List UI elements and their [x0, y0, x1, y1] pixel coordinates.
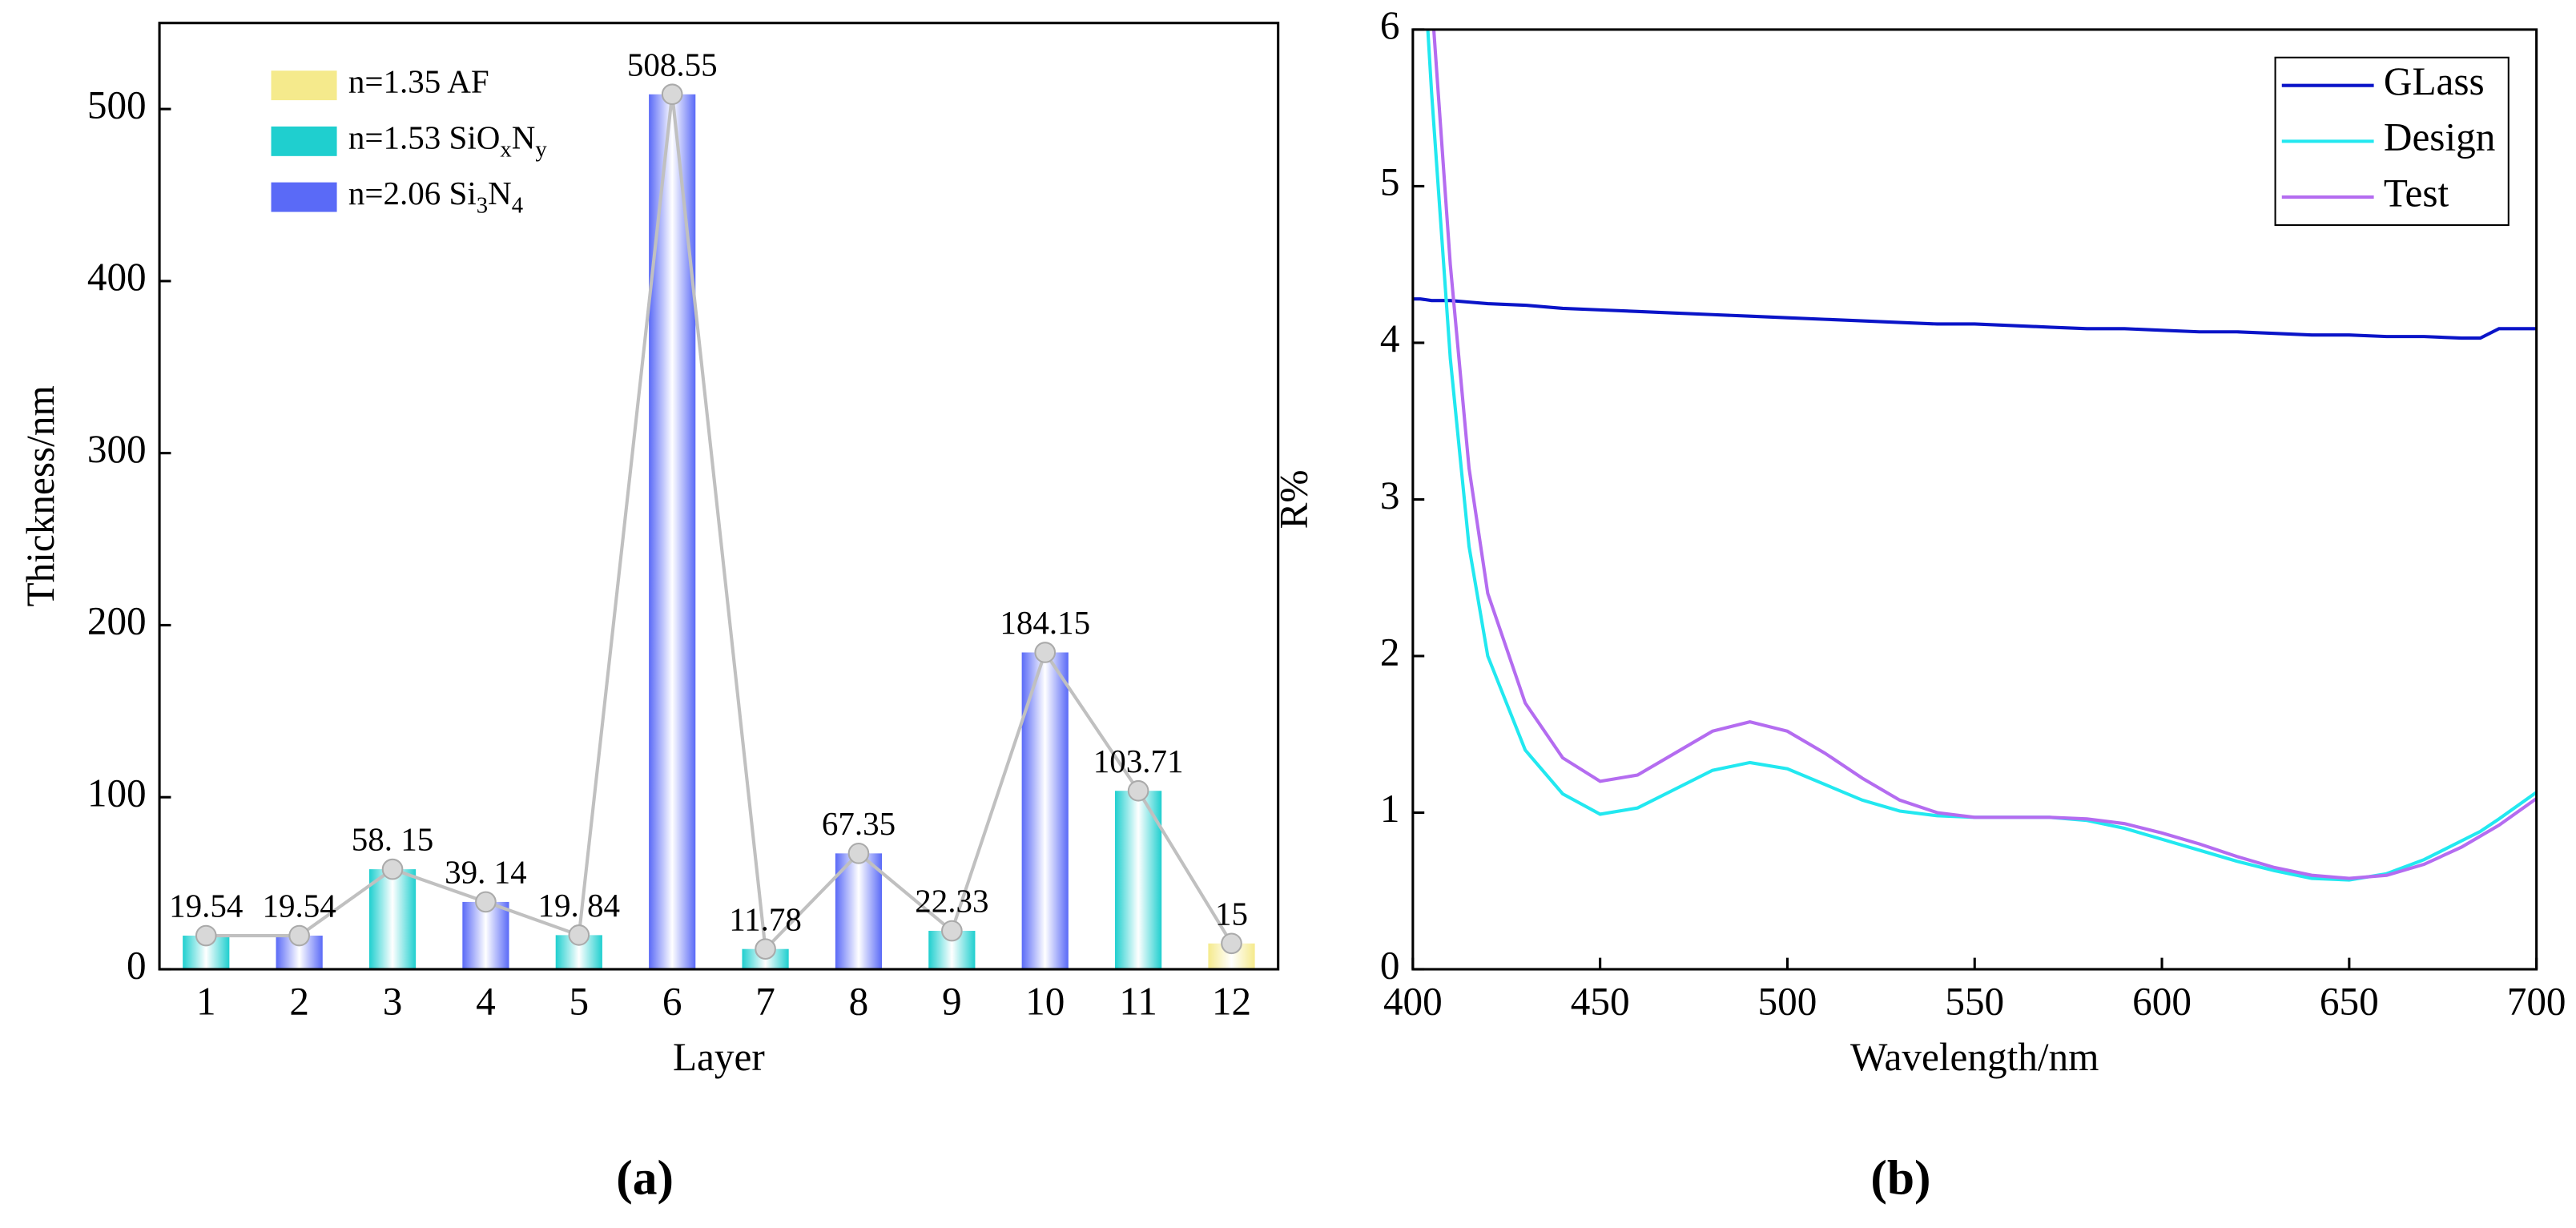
value-label: 58. 15	[352, 821, 434, 858]
bar	[835, 853, 883, 969]
y-tick-label: 2	[1380, 630, 1400, 674]
plot-frame	[158, 22, 1280, 971]
point-marker	[755, 938, 776, 960]
value-label: 67.35	[822, 805, 896, 842]
x-tick-label: 10	[1025, 979, 1065, 1023]
point-marker	[195, 924, 217, 947]
y-tick-label: 5	[1380, 160, 1400, 204]
x-axis-label: Wavelength/nm	[1850, 1035, 2099, 1079]
x-tick-label: 500	[1758, 979, 1817, 1023]
y-tick-label: 6	[1380, 3, 1400, 47]
value-label: 15	[1215, 895, 1248, 932]
data-line	[1431, 29, 2537, 880]
point-marker	[288, 924, 310, 947]
legend-swatch	[271, 182, 337, 212]
legend-text-part: n=1.35 AF	[348, 63, 489, 100]
legend-text-part: N	[512, 119, 536, 156]
y-tick-label: 3	[1380, 473, 1400, 517]
legend-text-part: 4	[512, 192, 523, 218]
point-marker	[847, 843, 870, 864]
x-tick-label: 7	[755, 979, 775, 1023]
value-label: 184.15	[1000, 604, 1090, 641]
legend-label: Test	[2384, 171, 2449, 215]
y-tick-label: 0	[127, 943, 147, 987]
x-tick-label: 450	[1571, 979, 1630, 1023]
y-tick-label: 1	[1380, 787, 1400, 831]
point-marker	[381, 858, 404, 880]
value-label: 39. 14	[445, 854, 527, 891]
bar	[1115, 791, 1162, 969]
x-tick-label: 12	[1212, 979, 1251, 1023]
value-label: 103.71	[1093, 743, 1184, 779]
x-tick-label: 600	[2132, 979, 2192, 1023]
point-marker	[1034, 642, 1057, 663]
plot-frame	[1411, 28, 2538, 971]
legend-label: GLass	[2384, 59, 2485, 103]
bar	[462, 901, 509, 969]
caption: (a)	[616, 1151, 674, 1206]
y-tick-label: 4	[1380, 316, 1400, 360]
x-tick-label: 400	[1383, 979, 1443, 1023]
point-marker	[1127, 779, 1149, 802]
legend-text-part: n=2.06 Si	[348, 175, 477, 212]
legend-text-part: N	[488, 175, 512, 212]
y-axis-label: Thickness/nm	[18, 385, 62, 606]
y-tick-label: 500	[87, 83, 147, 127]
x-tick-label: 550	[1945, 979, 2004, 1023]
x-tick-label: 8	[849, 979, 869, 1023]
legend-text-part: y	[535, 136, 547, 162]
legend-swatch	[271, 70, 337, 101]
bar	[368, 869, 417, 969]
legend-label: n=2.06 Si3N4	[348, 175, 523, 218]
point-marker	[941, 920, 963, 942]
x-tick-label: 11	[1119, 979, 1157, 1023]
x-axis-label: Layer	[673, 1035, 765, 1079]
y-tick-label: 400	[87, 255, 147, 299]
x-tick-label: 5	[570, 979, 590, 1023]
y-tick-label: 100	[87, 771, 147, 815]
x-tick-label: 1	[196, 979, 216, 1023]
data-line	[1412, 297, 2537, 340]
x-tick-label: 9	[942, 979, 962, 1023]
legend-text-part: x	[500, 136, 511, 162]
x-tick-label: 700	[2507, 979, 2566, 1023]
value-label: 11.78	[729, 900, 802, 937]
value-label: 19. 84	[538, 887, 621, 924]
y-tick-label: 300	[87, 427, 147, 471]
value-label: 19.54	[169, 888, 243, 924]
legend-label: n=1.35 AF	[348, 63, 489, 100]
value-label: 19.54	[263, 888, 336, 924]
x-tick-label: 650	[2320, 979, 2379, 1023]
connector-line	[206, 94, 1234, 953]
caption: (b)	[1870, 1151, 1930, 1206]
point-marker	[475, 891, 497, 913]
legend-label: n=1.53 SiOxNy	[348, 119, 547, 162]
legend-swatch	[271, 126, 337, 156]
legend-text-part: 3	[477, 192, 488, 218]
bar	[1021, 652, 1069, 969]
x-tick-label: 4	[476, 979, 496, 1023]
x-tick-label: 6	[662, 979, 682, 1023]
point-marker	[1221, 932, 1242, 955]
legend-label: Design	[2384, 115, 2495, 159]
y-tick-label: 200	[87, 599, 147, 643]
x-tick-label: 2	[289, 979, 309, 1023]
point-marker	[661, 83, 683, 106]
y-axis-label: R%	[1272, 470, 1316, 529]
x-tick-label: 3	[383, 979, 403, 1023]
value-label: 22.33	[915, 883, 988, 920]
y-tick-label: 0	[1380, 943, 1400, 987]
bar	[649, 94, 696, 969]
value-label: 508.55	[627, 46, 718, 83]
legend-text-part: n=1.53 SiO	[348, 119, 500, 156]
point-marker	[568, 924, 590, 946]
